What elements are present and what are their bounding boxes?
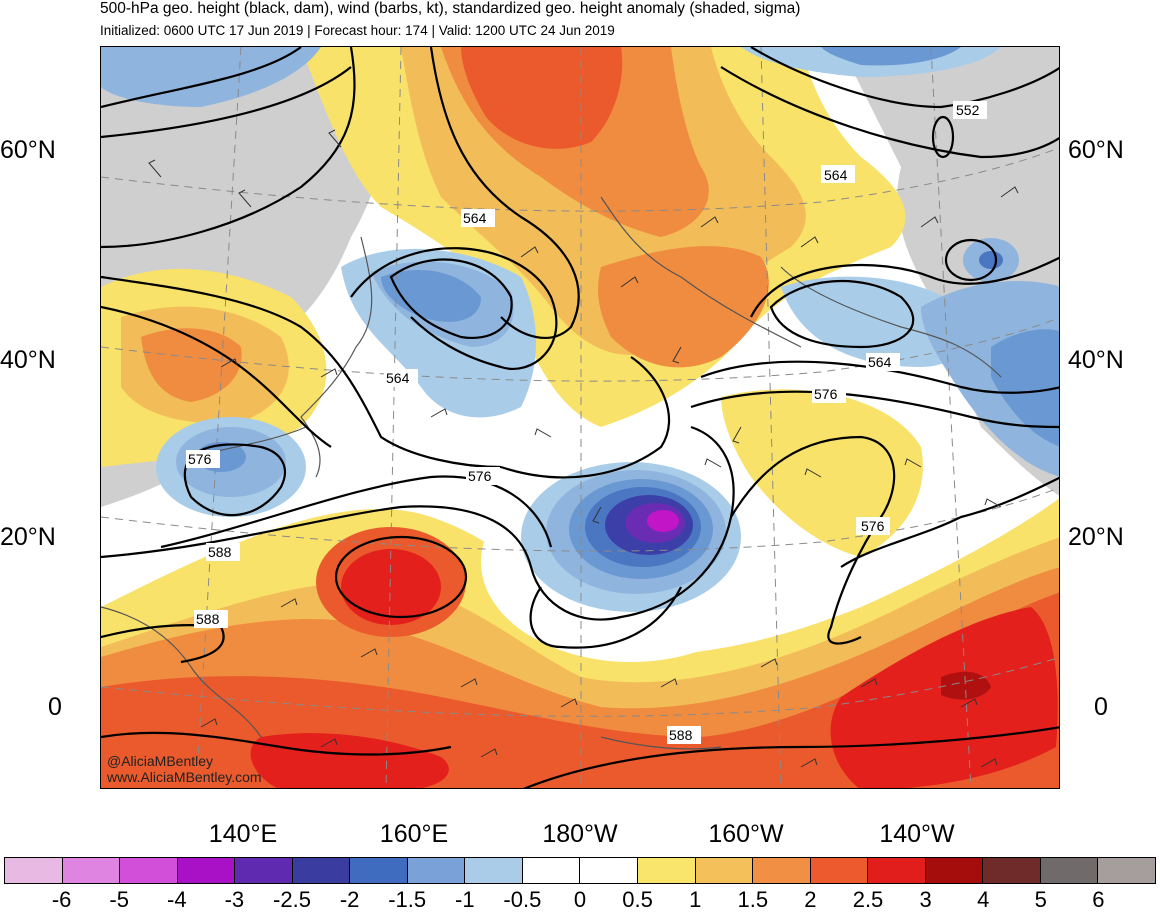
colorbar-tick-label: -3 (224, 887, 245, 912)
colorbar-cell (638, 858, 696, 883)
contour-label-564-d: 564 (868, 354, 892, 370)
colorbar-cell (983, 858, 1041, 883)
colorbar-cell (235, 858, 293, 883)
contour-label-588-a: 576 (861, 518, 885, 534)
colorbar-cell (177, 858, 236, 883)
contour-label-564-b: 564 (463, 210, 487, 226)
negative-anomaly-shading (101, 47, 1059, 662)
colorbar-cell (522, 858, 581, 883)
colorbar-tick-label: 2.5 (852, 887, 884, 912)
colorbar-cell (5, 858, 63, 883)
lon-label-160w: 160°W (708, 820, 784, 848)
colorbar-tick-label: 6 (1092, 887, 1105, 912)
colorbar-tick-label: 5 (1034, 887, 1047, 912)
colorbar-cell (580, 858, 639, 883)
colorbar-tick-label: -1.5 (388, 887, 427, 912)
lat-label-right-20n: 20°N (1068, 523, 1124, 551)
colorbar-cell (407, 858, 466, 883)
colorbar-cell (62, 858, 121, 883)
colorbar-tick-label: 1.5 (737, 887, 769, 912)
colorbar-tick-label: -1 (455, 887, 475, 912)
colorbar-tick-label: 2 (804, 887, 817, 912)
contour-label-564-a: 564 (824, 167, 848, 183)
colorbar-cell (292, 858, 351, 883)
colorbar-cell (925, 858, 984, 883)
colorbar-tick-label: -4 (167, 887, 187, 912)
lat-label-right-40n: 40°N (1068, 346, 1124, 374)
colorbar-tick-label: 0 (573, 887, 587, 912)
contour-label-588-d: 588 (669, 727, 693, 743)
colorbar-cell (120, 858, 178, 883)
colorbar-tick-label: 4 (977, 887, 990, 912)
contour-labels: 552 564 564 564 564 576 576 576 576 588 … (186, 101, 987, 744)
map-canvas: 552 564 564 564 564 576 576 576 576 588 … (101, 47, 1059, 788)
colorbar-tick-label: -0.5 (503, 887, 542, 912)
colorbar-tick-label: 3 (919, 887, 932, 912)
colorbar-cell (350, 858, 408, 883)
lon-label-140e: 140°E (208, 820, 278, 848)
colorbar-tick-label: -5 (109, 887, 129, 912)
lat-label-right-0: 0 (1094, 693, 1108, 721)
graticule (101, 47, 1059, 788)
contour-label-588-c: 588 (196, 611, 220, 627)
contour-label-552: 552 (956, 102, 980, 118)
lat-label-left-0: 0 (48, 693, 62, 721)
lat-label-left-40n: 40°N (0, 346, 56, 374)
colorbar-cell (753, 858, 811, 883)
lon-label-140w: 140°W (879, 820, 955, 848)
colorbar-cell (1098, 858, 1155, 883)
contour-label-576-c: 576 (468, 468, 492, 484)
colorbar-cell (1040, 858, 1099, 883)
figure-subtitle: Initialized: 0600 UTC 17 Jun 2019 | Fore… (100, 23, 615, 38)
lat-label-left-20n: 20°N (0, 523, 56, 551)
anomaly-colorbar (4, 857, 1156, 884)
colorbar-tick-label: 0.5 (622, 887, 653, 912)
lon-label-180w: 180°W (542, 820, 618, 848)
contour-label-564-c: 564 (386, 370, 410, 386)
lat-label-left-60n: 60°N (0, 136, 56, 164)
contour-label-576-a: 576 (814, 386, 838, 402)
colorbar-cell (695, 858, 754, 883)
credit-handle: @AliciaMBentley (107, 753, 214, 769)
contour-label-576-b: 576 (188, 451, 212, 467)
colorbar-cell (810, 858, 869, 883)
lon-label-160e: 160°E (379, 820, 449, 848)
colorbar-cell (868, 858, 926, 883)
figure-title: 500-hPa geo. height (black, dam), wind (… (100, 0, 801, 17)
contour-label-588-b: 588 (208, 544, 232, 560)
credit-url: www.AliciaMBentley.com (107, 769, 262, 785)
lat-label-right-60n: 60°N (1068, 136, 1124, 164)
colorbar-cell (465, 858, 523, 883)
colorbar-tick-label: -2.5 (273, 887, 311, 912)
colorbar-tick-label: -2 (339, 887, 360, 912)
colorbar-tick-label: 1 (689, 887, 702, 912)
wind-barbs (148, 129, 1019, 768)
colorbar-tick-label: -6 (51, 887, 72, 912)
weather-map: 552 564 564 564 564 576 576 576 576 588 … (100, 46, 1060, 789)
